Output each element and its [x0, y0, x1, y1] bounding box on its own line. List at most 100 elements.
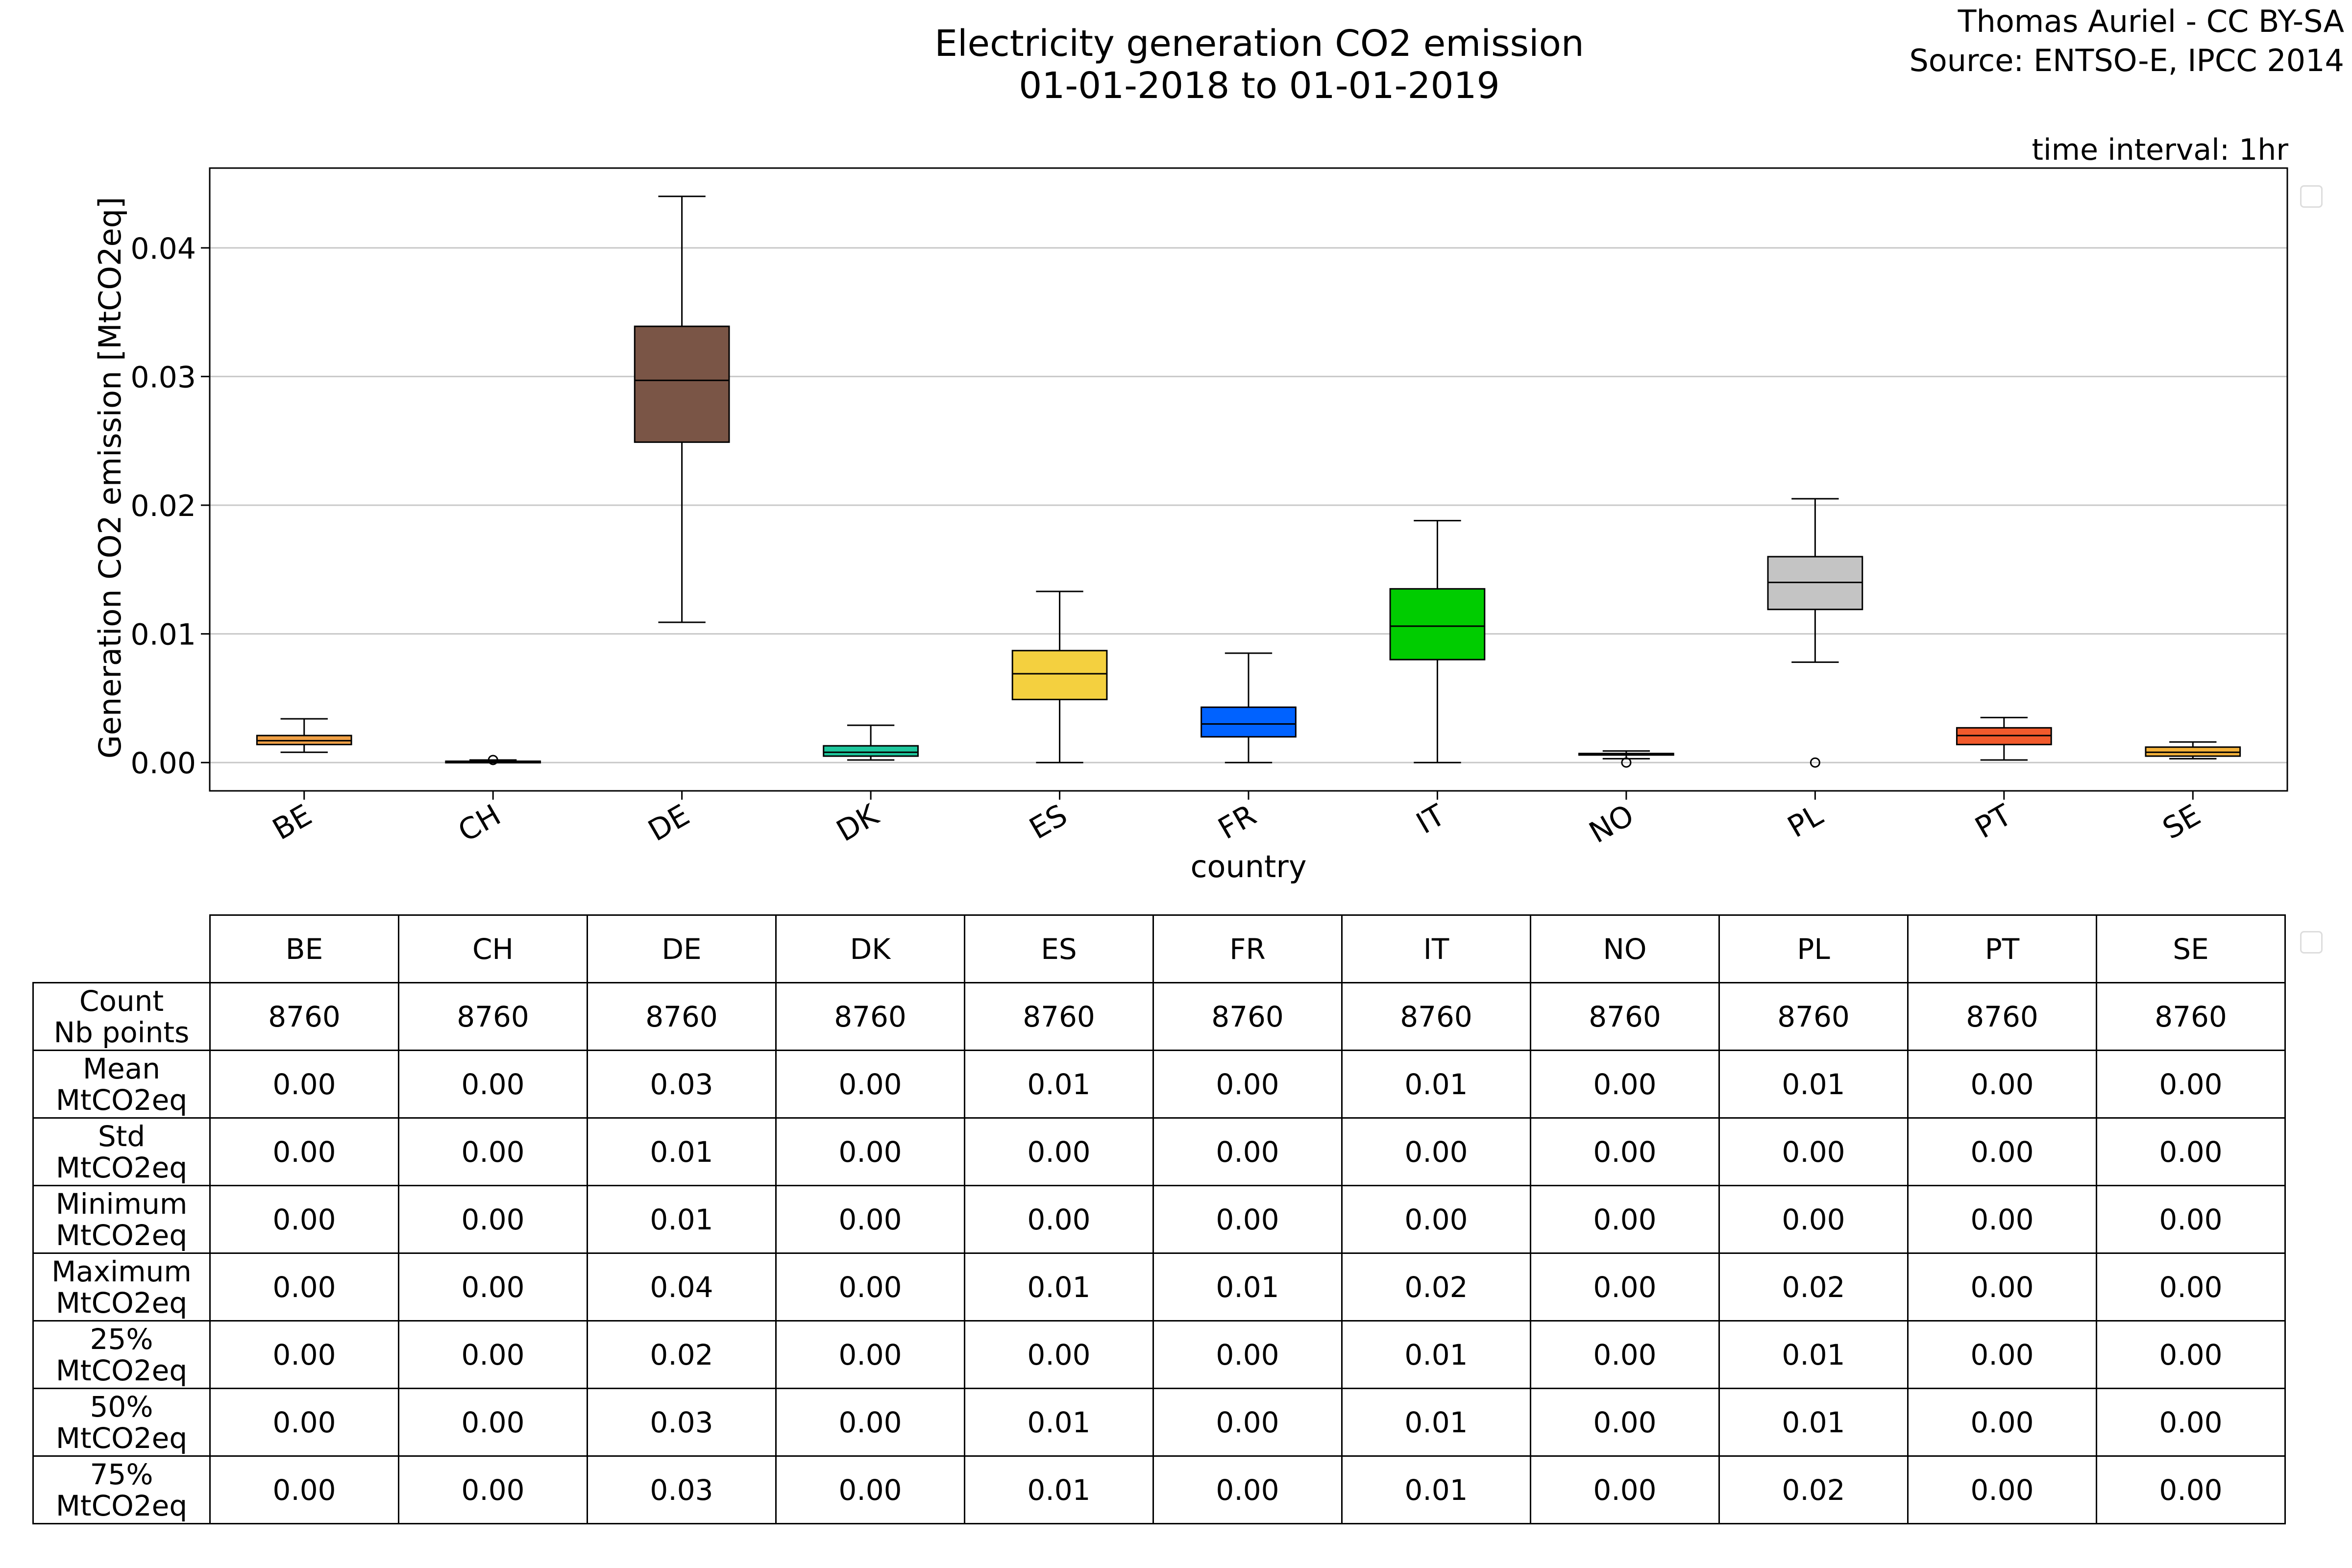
row-label-line2: MtCO2eq [55, 1421, 188, 1455]
table-cell: 0.00 [2096, 1455, 2286, 1524]
legend-box-chart [2300, 185, 2323, 208]
column-header: BE [209, 914, 399, 983]
box-DE [634, 196, 730, 623]
x-tick-label: ES [1024, 798, 1073, 846]
table-cell: 0.01 [1152, 1252, 1343, 1322]
table-cell: 8760 [775, 982, 965, 1051]
table-cell: 0.00 [398, 1185, 588, 1254]
y-tick-label: 0.00 [130, 746, 196, 781]
row-label-line1: Maximum [51, 1254, 192, 1288]
legend-box-table [2300, 931, 2323, 954]
table-cell: 0.00 [1718, 1117, 1909, 1186]
row-label: Std MtCO2eq [32, 1117, 211, 1186]
table-cell: 8760 [2096, 982, 2286, 1051]
table-row: 75% MtCO2eq 0.00 0.00 0.03 0.00 0.01 0.00 0.01 0.… [32, 1455, 2286, 1524]
table-cell: 0.00 [1907, 1185, 2097, 1254]
table-cell: 0.00 [1152, 1117, 1343, 1186]
row-label-line1: Minimum [55, 1187, 188, 1221]
y-axis-ticks: 0.00 0.01 0.02 0.03 0.04 [130, 232, 210, 781]
x-tick-label: BE [267, 798, 318, 847]
table-cell: 0.00 [964, 1185, 1154, 1254]
table-cell: 0.00 [1530, 1185, 1720, 1254]
table-cell: 0.00 [2096, 1388, 2286, 1457]
table-cell: 0.03 [587, 1050, 777, 1119]
box-iqr [634, 325, 730, 443]
x-tick-label: NO [1584, 798, 1640, 850]
outlier-point [488, 755, 498, 765]
table-cell: 0.00 [1530, 1050, 1720, 1119]
row-label: 25% MtCO2eq [32, 1320, 211, 1389]
row-label: Count Nb points [32, 982, 211, 1051]
y-tick-label: 0.03 [130, 360, 196, 394]
table-cell: 0.00 [209, 1252, 399, 1322]
grid-lines [210, 247, 2287, 763]
box-SE [2145, 741, 2241, 760]
table-cell: 0.00 [1530, 1320, 1720, 1389]
column-header: FR [1152, 914, 1343, 983]
table-cell: 0.00 [1152, 1050, 1343, 1119]
column-header: SE [2096, 914, 2286, 983]
table-cell: 0.01 [964, 1388, 1154, 1457]
box-FR [1200, 652, 1297, 763]
box-IT [1389, 520, 1486, 763]
row-label-line1: 50% [90, 1390, 153, 1423]
x-tick-label: PT [1969, 798, 2017, 845]
table-cell: 0.00 [209, 1185, 399, 1254]
time-interval-label: time interval: 1hr [2032, 133, 2288, 167]
box-CH [445, 755, 541, 765]
table-cell: 0.02 [1718, 1252, 1909, 1322]
box-iqr [1011, 650, 1108, 701]
x-tick-label: SE [2157, 798, 2206, 846]
x-tick-label: IT [1411, 798, 1451, 841]
table-header-row: BE CH DE DK ES FR IT NO PL PT SE [33, 914, 2286, 983]
table-cell: 8760 [587, 982, 777, 1051]
box-series [256, 196, 2241, 768]
table-cell: 0.00 [2096, 1117, 2286, 1186]
table-cell: 0.00 [964, 1117, 1154, 1186]
table-cell: 8760 [1907, 982, 2097, 1051]
row-label: Maximum MtCO2eq [32, 1252, 211, 1322]
table-cell: 0.01 [964, 1252, 1154, 1322]
y-tick-label: 0.04 [130, 232, 196, 266]
row-label-line2: Nb points [53, 1015, 190, 1049]
table-cell: 0.02 [587, 1320, 777, 1389]
table-cell: 0.00 [1907, 1388, 2097, 1457]
table-cell: 8760 [209, 982, 399, 1051]
table-cell: 0.00 [1530, 1455, 1720, 1524]
box-iqr [1200, 706, 1297, 738]
column-header: IT [1341, 914, 1531, 983]
table-row: 25% MtCO2eq 0.00 0.00 0.02 0.00 0.00 0.00 0.01 0.… [32, 1320, 2286, 1389]
table-row: Minimum MtCO2eq 0.00 0.00 0.01 0.00 0.00 0.00 0.… [32, 1185, 2286, 1254]
table-cell: 0.02 [1341, 1252, 1531, 1322]
row-label: Minimum MtCO2eq [32, 1185, 211, 1254]
table-cell: 0.00 [964, 1320, 1154, 1389]
table-cell: 0.00 [2096, 1320, 2286, 1389]
table-cell: 0.00 [1341, 1117, 1531, 1186]
box-iqr [1389, 588, 1486, 661]
table-cell: 0.00 [398, 1252, 588, 1322]
table-cell: 0.00 [209, 1388, 399, 1457]
table-cell: 0.00 [1718, 1185, 1909, 1254]
row-label-line2: MtCO2eq [55, 1286, 188, 1320]
table-corner-cell [33, 915, 211, 983]
table-cell: 0.01 [1718, 1050, 1909, 1119]
stats-table: BE CH DE DK ES FR IT NO PL PT SE Count Nb points 8760… [32, 914, 2286, 1524]
table-cell: 0.00 [398, 1050, 588, 1119]
row-label-line2: MtCO2eq [55, 1489, 188, 1522]
column-header: DK [775, 914, 965, 983]
table-cell: 0.00 [1907, 1455, 2097, 1524]
table-cell: 0.00 [775, 1117, 965, 1186]
column-header: PL [1718, 914, 1909, 983]
table-cell: 0.01 [1718, 1320, 1909, 1389]
table-cell: 0.00 [398, 1117, 588, 1186]
credit-block: Thomas Auriel - CC BY-SA Source: ENTSO-E… [1909, 2, 2344, 80]
table-cell: 0.00 [775, 1455, 965, 1524]
x-axis-label: country [1190, 849, 1306, 884]
chart-title: Electricity generation CO2 emission 01-0… [637, 23, 1882, 107]
table-row: 50% MtCO2eq 0.00 0.00 0.03 0.00 0.01 0.00 0.01 0.… [32, 1388, 2286, 1457]
credit-source: Source: ENTSO-E, IPCC 2014 [1909, 43, 2344, 78]
row-label-line2: MtCO2eq [55, 1151, 188, 1184]
table-cell: 0.00 [1152, 1320, 1343, 1389]
table-cell: 0.00 [2096, 1185, 2286, 1254]
boxplot-chart: 0.00 0.01 0.02 0.03 0.04 BE CH DE DK ES FR IT NO PL P… [92, 167, 2288, 884]
